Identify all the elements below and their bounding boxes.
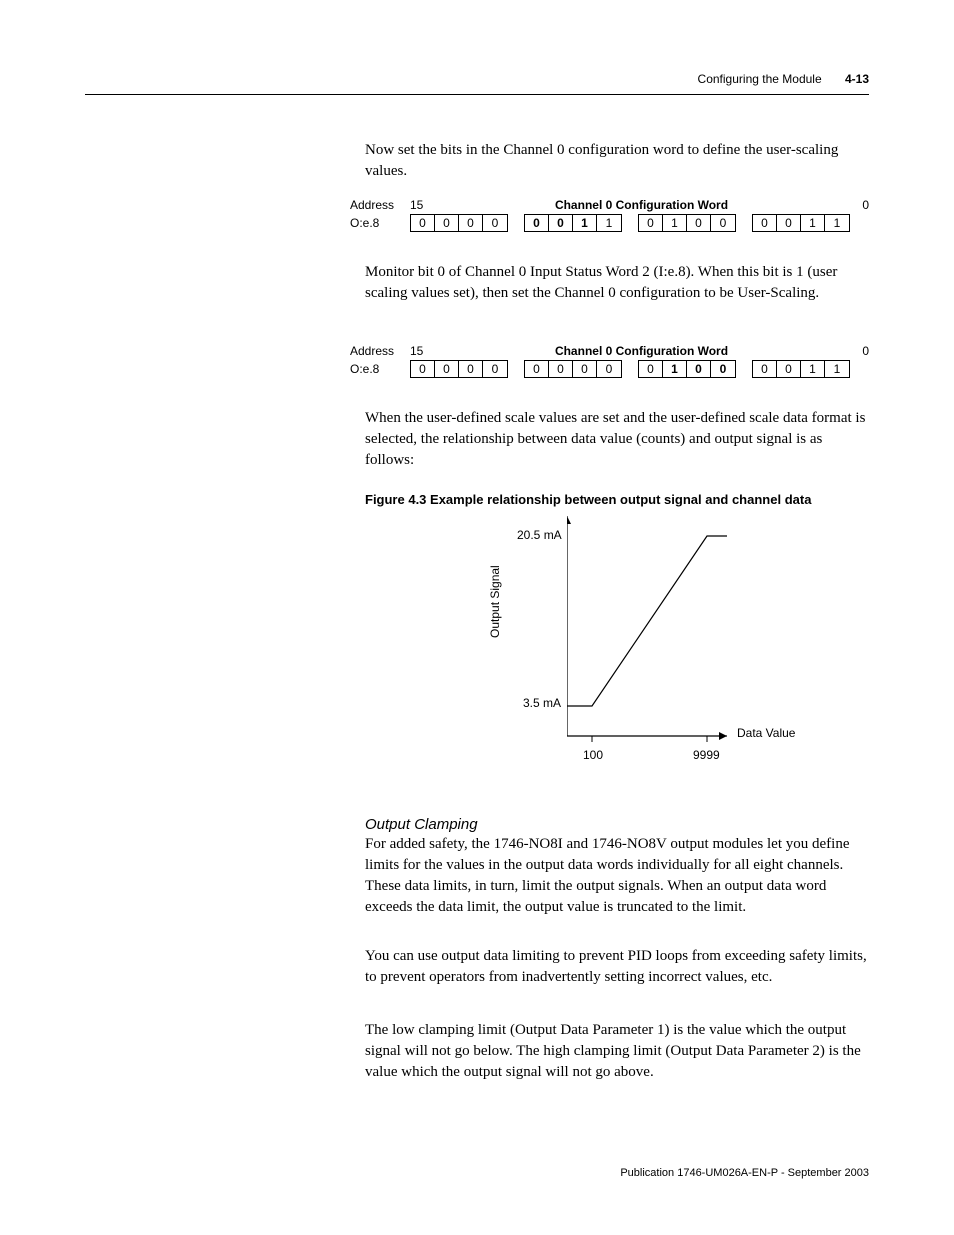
bit-cell: 0 <box>525 361 549 377</box>
paragraph-monitor: Monitor bit 0 of Channel 0 Input Status … <box>365 262 869 304</box>
bit-cell: 0 <box>459 215 483 231</box>
bit-cell: 1 <box>597 215 621 231</box>
bit-cell: 0 <box>753 215 777 231</box>
bit-cell: 0 <box>777 215 801 231</box>
bit-cell: 0 <box>639 215 663 231</box>
bit-cell: 0 <box>687 215 711 231</box>
bit-cell: 1 <box>663 215 687 231</box>
address-label: Address <box>350 344 410 358</box>
publication-footer: Publication 1746-UM026A-EN-P - September… <box>620 1167 869 1179</box>
bit-cell: 0 <box>549 215 573 231</box>
bit-0-label: 0 <box>845 344 869 358</box>
bit-group: 0000 <box>524 360 622 378</box>
bit-cell: 0 <box>459 361 483 377</box>
bit-groups-2: 0000000001000011 <box>410 360 869 378</box>
paragraph-limits: The low clamping limit (Output Data Para… <box>365 1020 869 1083</box>
subsection-output-clamping: Output Clamping <box>365 816 869 833</box>
chart-x-high: 9999 <box>693 748 720 762</box>
bit-group: 0011 <box>752 360 850 378</box>
paragraph-pid: You can use output data limiting to prev… <box>365 946 869 988</box>
chart-svg <box>567 516 747 750</box>
bit-cell: 1 <box>801 215 825 231</box>
bit-cell: 0 <box>639 361 663 377</box>
bit-cell: 0 <box>549 361 573 377</box>
bit-cell: 0 <box>525 215 549 231</box>
bit-cell: 0 <box>711 361 735 377</box>
signal-line <box>567 536 727 706</box>
bit-groups-1: 0000001101000011 <box>410 214 869 232</box>
bit-cell: 0 <box>711 215 735 231</box>
address-value: O:e.8 <box>350 216 410 230</box>
bit-cell: 0 <box>435 215 459 231</box>
chart-y-label: Output Signal <box>488 565 502 638</box>
bit-cell: 0 <box>753 361 777 377</box>
address-value: O:e.8 <box>350 362 410 376</box>
bit-cell: 0 <box>411 215 435 231</box>
bit-0-label: 0 <box>845 198 869 212</box>
x-arrow-icon <box>719 732 727 740</box>
bit-cell: 0 <box>411 361 435 377</box>
bit-cell: 1 <box>801 361 825 377</box>
bit-cell: 0 <box>573 361 597 377</box>
bit-group: 0011 <box>752 214 850 232</box>
bit-header-2: Address 15 Channel 0 Configuration Word … <box>350 344 869 358</box>
y-arrow-icon <box>567 516 571 524</box>
bit-15-label: 15 <box>410 344 438 358</box>
header-title: Configuring the Module <box>698 72 822 86</box>
header-page: 4-13 <box>845 72 869 86</box>
paragraph-relationship: When the user-defined scale values are s… <box>365 408 869 471</box>
bit-header-1: Address 15 Channel 0 Configuration Word … <box>350 198 869 212</box>
address-label: Address <box>350 198 410 212</box>
config-word-title: Channel 0 Configuration Word <box>438 198 845 212</box>
page-header: Configuring the Module 4-13 <box>698 72 869 86</box>
bit-group: 0000 <box>410 214 508 232</box>
bit-cell: 0 <box>483 361 507 377</box>
bit-group: 0011 <box>524 214 622 232</box>
bit-word-1: Address 15 Channel 0 Configuration Word … <box>350 198 869 232</box>
bit-cell: 0 <box>597 361 621 377</box>
bit-cell: 1 <box>825 215 849 231</box>
header-rule <box>85 94 869 95</box>
bit-cell: 1 <box>825 361 849 377</box>
bit-row-1: O:e.8 0000001101000011 <box>350 214 869 232</box>
figure-caption: Figure 4.3 Example relationship between … <box>365 492 869 507</box>
chart-x-low: 100 <box>583 748 603 762</box>
bit-group: 0100 <box>638 214 736 232</box>
bit-row-2: O:e.8 0000000001000011 <box>350 360 869 378</box>
bit-cell: 1 <box>663 361 687 377</box>
bit-cell: 0 <box>777 361 801 377</box>
bit-group: 0000 <box>410 360 508 378</box>
bit-cell: 1 <box>573 215 597 231</box>
output-signal-chart: 20.5 mA 3.5 mA Output Signal Data Value … <box>365 516 869 794</box>
chart-y-high: 20.5 mA <box>517 528 562 542</box>
bit-cell: 0 <box>483 215 507 231</box>
bit-group: 0100 <box>638 360 736 378</box>
bit-cell: 0 <box>687 361 711 377</box>
config-word-title: Channel 0 Configuration Word <box>438 344 845 358</box>
bit-cell: 0 <box>435 361 459 377</box>
bit-15-label: 15 <box>410 198 438 212</box>
chart-y-low: 3.5 mA <box>523 696 561 710</box>
bit-word-2: Address 15 Channel 0 Configuration Word … <box>350 344 869 378</box>
paragraph-intro: Now set the bits in the Channel 0 config… <box>365 140 869 182</box>
paragraph-safety: For added safety, the 1746-NO8I and 1746… <box>365 834 869 918</box>
